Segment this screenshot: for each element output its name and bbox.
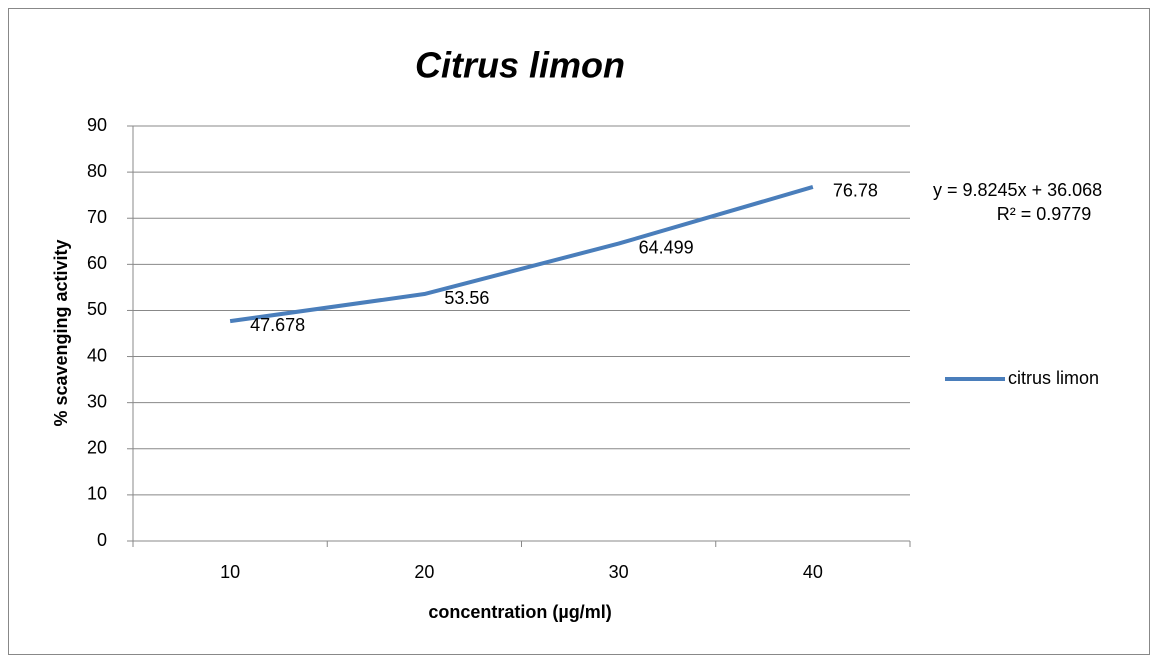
trendline-equation: y = 9.8245x + 36.068 (933, 180, 1102, 200)
chart-border (8, 8, 1150, 655)
x-tick-label: 20 (414, 562, 434, 582)
y-tick-label: 10 (87, 484, 107, 504)
data-label: 47.678 (250, 315, 305, 335)
legend-label: citrus limon (1008, 368, 1099, 388)
x-tick-label: 40 (803, 562, 823, 582)
x-tick-label: 10 (220, 562, 240, 582)
y-tick-label: 50 (87, 299, 107, 319)
r-squared: R² = 0.9779 (997, 204, 1092, 224)
x-axis-label: concentration (µg/ml) (428, 602, 611, 622)
y-tick-label: 0 (97, 530, 107, 550)
y-tick-label: 20 (87, 438, 107, 458)
y-tick-label: 30 (87, 391, 107, 411)
y-axis-label: % scavenging activity (51, 239, 71, 426)
data-label: 64.499 (639, 237, 694, 257)
y-tick-label: 90 (87, 115, 107, 135)
y-tick-label: 80 (87, 161, 107, 181)
y-tick-label: 70 (87, 207, 107, 227)
y-tick-label: 40 (87, 345, 107, 365)
data-line (229, 185, 814, 324)
chart-title: Citrus limon (415, 45, 625, 86)
y-tick-label: 60 (87, 253, 107, 273)
data-label: 53.56 (444, 288, 489, 308)
data-label: 76.78 (833, 181, 878, 201)
x-tick-label: 30 (609, 562, 629, 582)
